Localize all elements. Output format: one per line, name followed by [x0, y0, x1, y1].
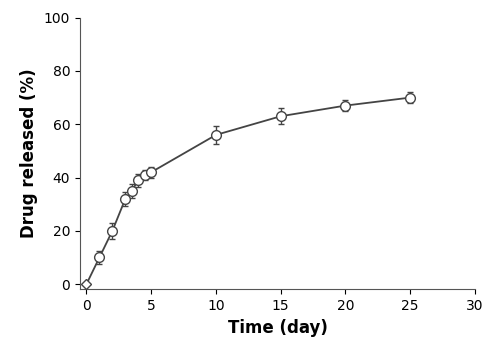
X-axis label: Time (day): Time (day)	[228, 319, 328, 337]
Y-axis label: Drug released (%): Drug released (%)	[20, 69, 38, 238]
